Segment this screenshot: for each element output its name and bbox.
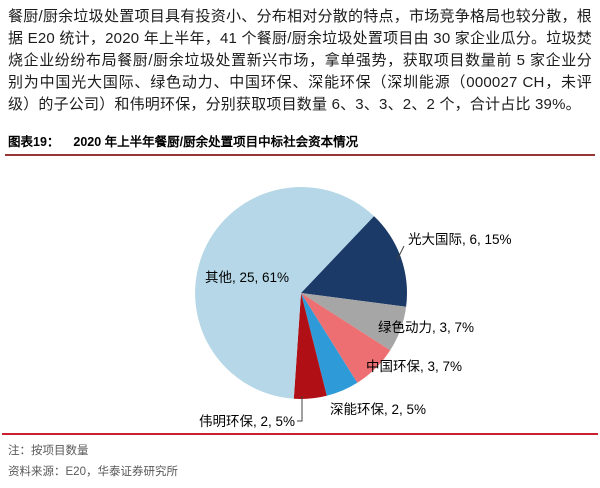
pie-slice-1 <box>301 293 407 351</box>
pie-slice-2 <box>301 293 391 383</box>
pie-slice-5 <box>195 187 374 399</box>
pie-data-label-4: 伟明环保, 2, 5% <box>199 414 295 429</box>
pie-chart-svg: 光大国际, 6, 15% 绿色动力, 3, 7% 中国环保, 3, 7% 深能环保, … <box>195 187 512 429</box>
chart-source: 资料来源：E20，华泰证券研究所 <box>8 466 178 478</box>
pie-data-label-0: 光大国际, 6, 15% <box>408 232 512 247</box>
pie-leader-line-4 <box>297 396 303 422</box>
pie-slice-4 <box>293 293 327 400</box>
pie-leader-line-0 <box>396 245 405 261</box>
pie-data-label-5: 其他, 25, 61% <box>205 270 289 285</box>
chart-notes: 注：按项目数量 资料来源：E20，华泰证券研究所 <box>8 441 592 483</box>
bottom-divider <box>2 433 598 435</box>
pie-chart-area: 光大国际, 6, 15% 绿色动力, 3, 7% 中国环保, 3, 7% 深能环保, … <box>0 156 600 433</box>
body-paragraph: 餐厨/厨余垃圾处置项目具有投资小、分布相对分散的特点，市场竞争格局也较分散，根据… <box>8 8 592 113</box>
chart-note: 注：按项目数量 <box>8 445 89 457</box>
pie-data-label-3: 深能环保, 2, 5% <box>330 402 426 417</box>
figure-label: 图表19： <box>8 135 60 149</box>
figure-header: 图表19： 2020 年上半年餐厨/厨余处置项目中标社会资本情况 <box>5 131 595 156</box>
pie-slice-0 <box>301 216 408 307</box>
pie-data-label-2: 中国环保, 3, 7% <box>366 359 462 374</box>
report-page: 餐厨/厨余垃圾处置项目具有投资小、分布相对分散的特点，市场竞争格局也较分散，根据… <box>0 6 600 488</box>
pie-data-label-1: 绿色动力, 3, 7% <box>378 319 474 335</box>
pie-slice-3 <box>301 293 358 396</box>
figure-title: 2020 年上半年餐厨/厨余处置项目中标社会资本情况 <box>73 135 359 149</box>
